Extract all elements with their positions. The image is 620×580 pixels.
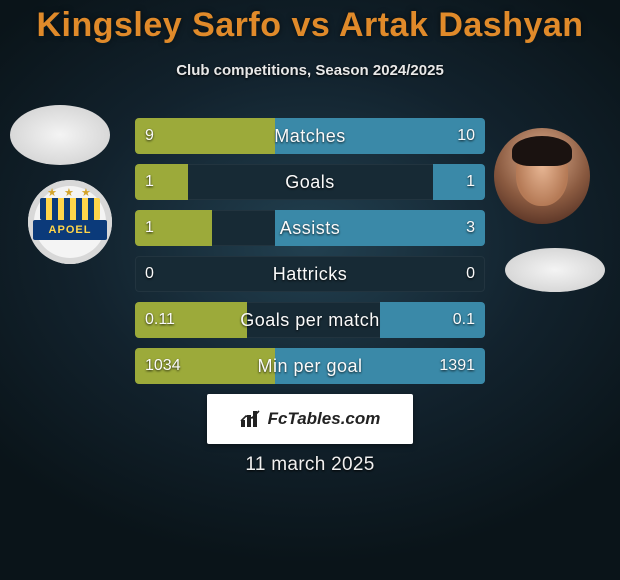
stat-row: 13Assists [135,210,485,246]
branding-text: FcTables.com [268,409,381,429]
branding-chart-icon [240,410,262,428]
stat-row: 10341391Min per goal [135,348,485,384]
stat-label: Matches [135,118,485,154]
stat-row: 910Matches [135,118,485,154]
page-title: Kingsley Sarfo vs Artak Dashyan [0,6,620,45]
stat-label: Goals per match [135,302,485,338]
stat-label: Goals [135,164,485,200]
card-date: 11 march 2025 [0,454,620,476]
comparison-card: Kingsley Sarfo vs Artak Dashyan Club com… [0,0,620,580]
stat-row: 11Goals [135,164,485,200]
stat-label: Assists [135,210,485,246]
player-left-club-crest: ★ ★ ★ APOEL [20,178,120,266]
stat-row: 00Hattricks [135,256,485,292]
stat-label: Hattricks [135,256,485,292]
branding-badge: FcTables.com [207,394,413,444]
page-subtitle: Club competitions, Season 2024/2025 [0,62,620,79]
stat-label: Min per goal [135,348,485,384]
crest-club-label: APOEL [33,220,107,240]
player-left-avatar-placeholder [10,105,110,165]
player-right-avatar [494,128,590,224]
stat-row: 0.110.1Goals per match [135,302,485,338]
player-right-club-placeholder [505,248,605,292]
stats-bars-container: 910Matches 11Goals 13Assists 00Hattricks 0.1… [135,118,485,394]
